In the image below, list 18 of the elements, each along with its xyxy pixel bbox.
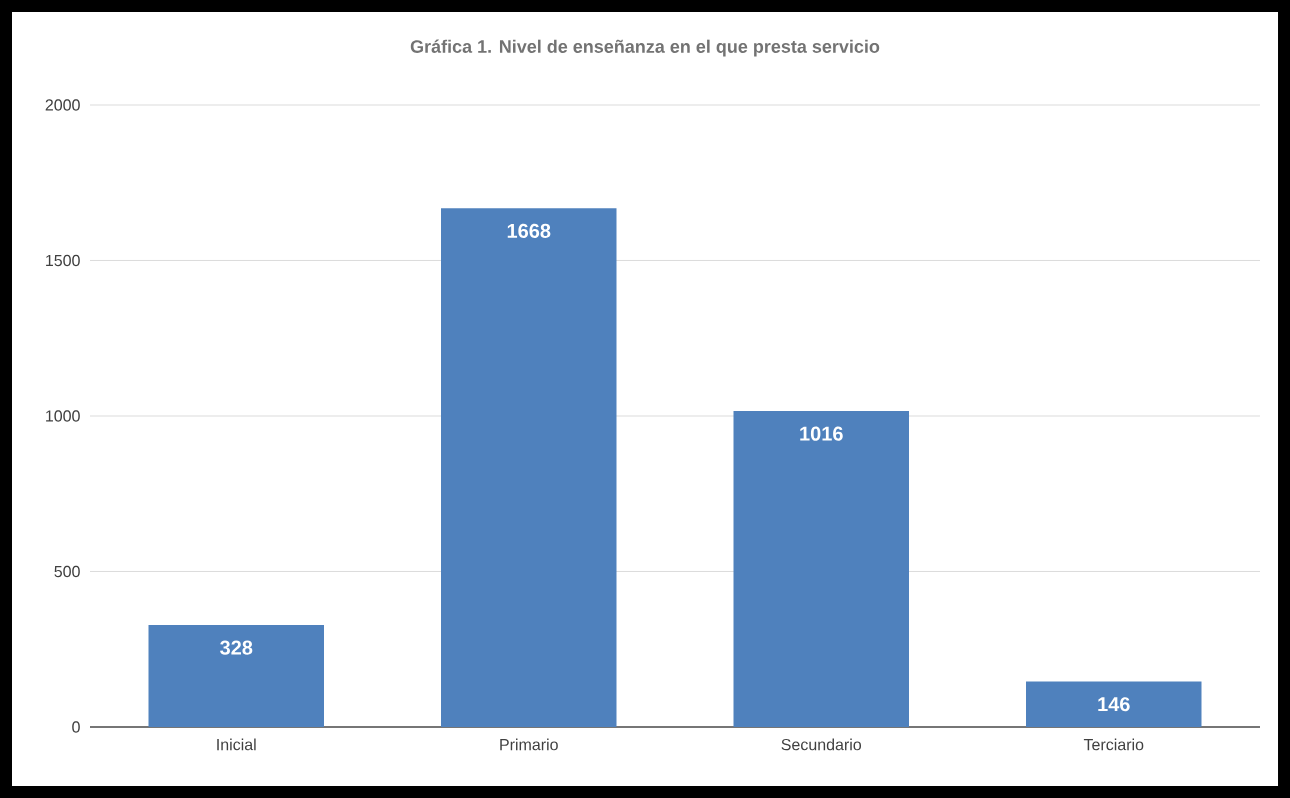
bar <box>1026 681 1202 727</box>
data-label: 328 <box>220 640 253 655</box>
y-tick-label: 500 <box>54 565 80 578</box>
y-tick-label: 2000 <box>45 99 80 111</box>
data-label: 1016 <box>800 426 843 441</box>
chart-title: Gráfica 1. Nivel de enseñanza en el que presta servicio <box>410 39 880 57</box>
data-label: 146 <box>1098 697 1130 712</box>
bar <box>441 208 617 727</box>
y-tick-label: 0 <box>72 721 80 733</box>
y-tick-label: 1500 <box>46 254 80 267</box>
y-tick-label: 1000 <box>46 410 80 422</box>
x-tick-label: Inicial <box>217 738 256 751</box>
x-tick-label: Primario <box>500 738 558 751</box>
x-tick-label: Terciario <box>1083 738 1144 751</box>
bar <box>733 411 909 727</box>
x-tick-label: Secundario <box>781 738 862 751</box>
bar <box>148 624 324 727</box>
data-label: 1668 <box>507 223 551 238</box>
